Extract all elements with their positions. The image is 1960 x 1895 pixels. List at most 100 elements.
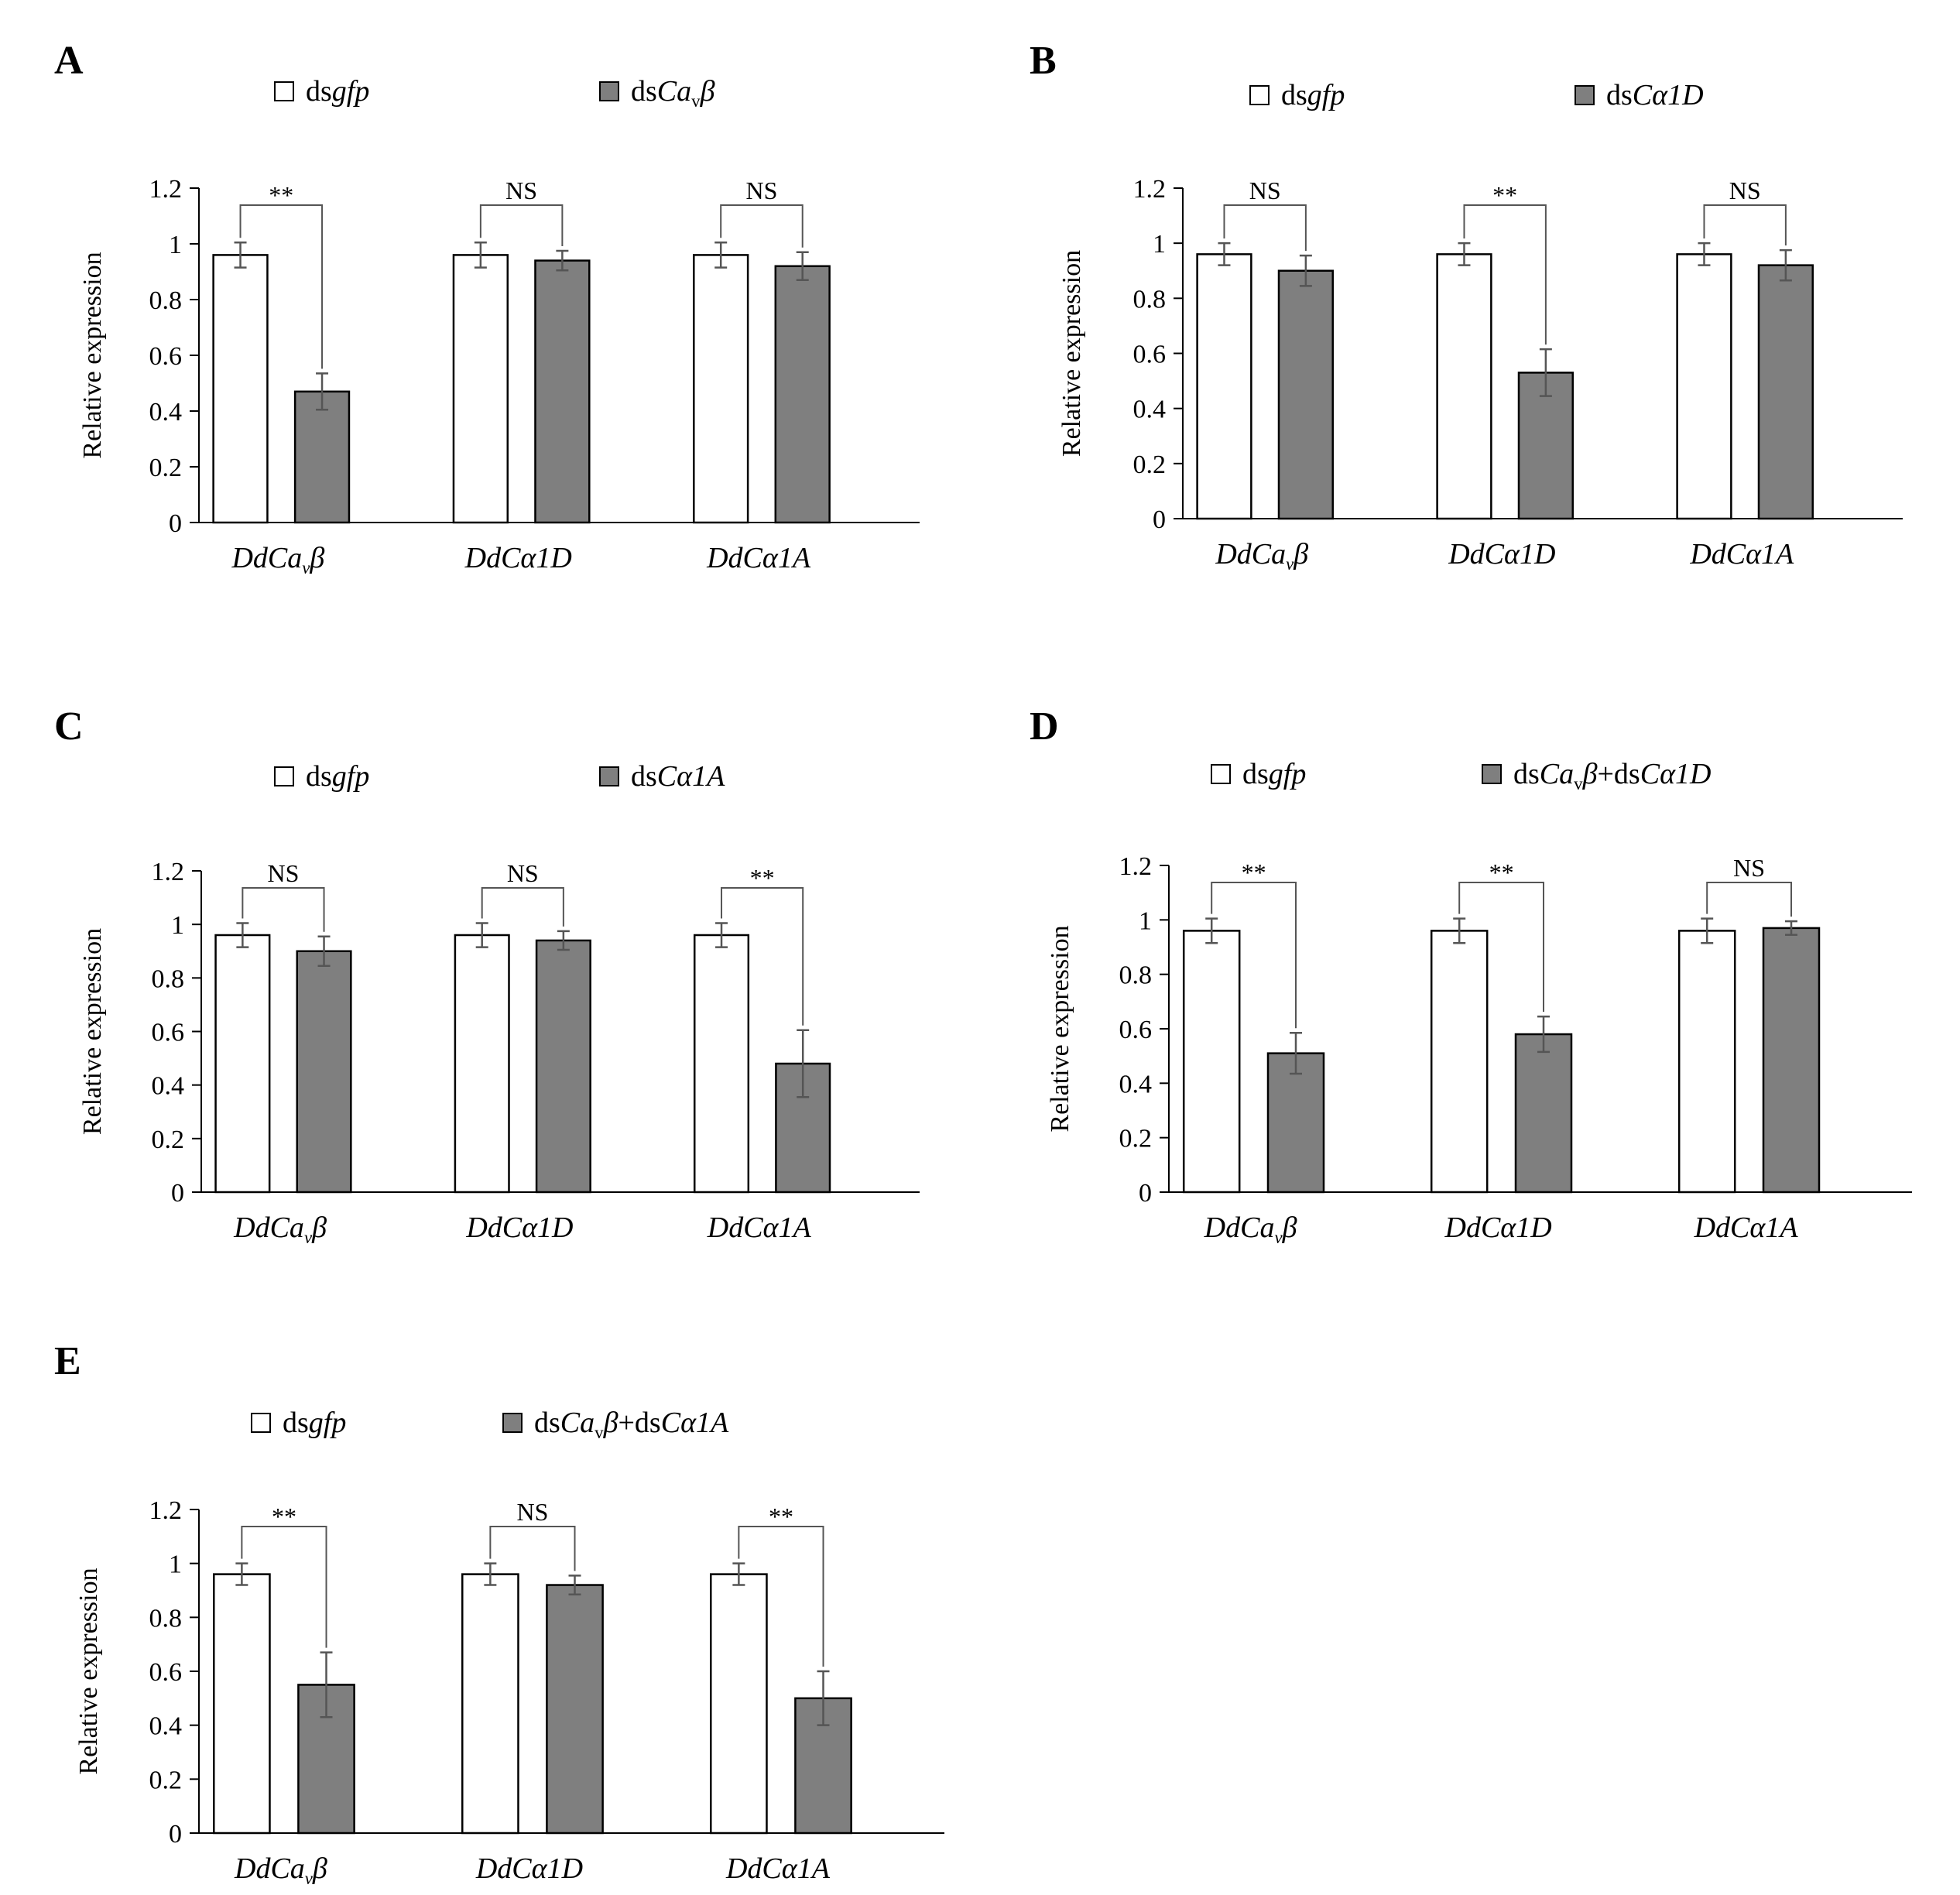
y-tick-label: 1.2: [1133, 175, 1167, 204]
legend-label-part: v: [691, 91, 701, 111]
category-label: DdCα1D: [1448, 538, 1555, 571]
bar: [535, 939, 591, 1194]
legend-label: dsCavβ+dsCα1A: [534, 1407, 729, 1442]
category-label-part: DdCα1A: [707, 1211, 812, 1244]
category-label: DdCα1A: [1694, 1211, 1799, 1244]
significance-label: NS: [516, 1498, 548, 1526]
legend-label-part: ds: [1281, 79, 1307, 111]
bar: [1182, 930, 1241, 1194]
legend-swatch: [251, 1413, 271, 1433]
panel-letter: A: [54, 39, 84, 83]
category-label-part: DdCα1D: [465, 1211, 573, 1244]
category-label-part: DdCa: [233, 1211, 304, 1244]
legend-label-part: gfp: [332, 760, 370, 793]
significance-label: NS: [1729, 176, 1761, 204]
category-label: DdCavβ: [233, 1211, 327, 1247]
legend-label-part: gfp: [1307, 79, 1345, 111]
legend-swatch: [1249, 85, 1270, 105]
y-axis-label: Relative expression: [78, 928, 107, 1135]
category-label-part: DdCα1A: [1694, 1211, 1799, 1244]
legend-label-part: ds: [631, 760, 657, 793]
legend-label: dsCavβ+dsCα1D: [1513, 758, 1711, 793]
significance-bracket: [1706, 882, 1792, 917]
legend-label-part: +ds: [1598, 758, 1640, 790]
bar: [693, 934, 750, 1194]
y-tick-label: 0.6: [1119, 1016, 1153, 1044]
y-tick-label: 0.2: [1119, 1125, 1153, 1153]
category-label-part: v: [1274, 1228, 1283, 1247]
bar: [1677, 930, 1736, 1194]
bar: [452, 254, 509, 524]
category-label-part: DdCα1A: [706, 542, 811, 574]
y-tick-label: 0.4: [1133, 396, 1167, 424]
y-tick-label: 0: [169, 1820, 182, 1849]
significance-label: NS: [1733, 854, 1765, 882]
legend-label-part: ds: [534, 1407, 560, 1439]
significance-bracket: [721, 887, 804, 1026]
legend-label-part: gfp: [332, 75, 370, 108]
panel-letter: D: [1030, 704, 1059, 749]
significance-bracket: [1703, 204, 1787, 246]
significance-label: **: [272, 1503, 296, 1530]
legend-label: dsCα1D: [1606, 79, 1704, 111]
legend-label-part: ds: [1606, 79, 1633, 111]
panel-letter: C: [54, 704, 84, 749]
legend-label-part: Ca: [657, 75, 691, 108]
legend-label-part: Cα1D: [1640, 758, 1712, 790]
category-label-part: β: [309, 542, 324, 574]
legend-label: dsgfp: [306, 75, 369, 108]
legend-swatch: [1575, 85, 1595, 105]
y-axis-label: Relative expression: [1057, 250, 1086, 457]
significance-label: **: [750, 864, 775, 892]
category-label: DdCavβ: [1204, 1211, 1297, 1247]
bar: [212, 254, 269, 524]
bar: [710, 1573, 768, 1835]
significance-label: NS: [267, 859, 299, 887]
y-tick-label: 1.2: [1119, 852, 1153, 881]
y-tick-label: 0: [1153, 505, 1166, 534]
y-tick-label: 0.8: [149, 286, 183, 315]
category-label-part: DdCa: [231, 542, 302, 574]
y-tick-label: 0: [169, 509, 182, 538]
y-tick-label: 0.2: [152, 1126, 185, 1154]
significance-bracket: [479, 204, 564, 246]
y-tick-label: 0.8: [152, 965, 185, 993]
category-label-part: DdCa: [234, 1852, 305, 1885]
significance-bracket: [1223, 204, 1307, 252]
category-label: DdCα1A: [1689, 538, 1794, 571]
legend-label-part: ds: [631, 75, 657, 108]
significance-bracket: [481, 887, 564, 927]
y-tick-label: 0.4: [149, 398, 183, 427]
legend-label-part: +ds: [618, 1407, 661, 1439]
category-label: DdCα1D: [1444, 1211, 1552, 1244]
bar: [1676, 253, 1732, 520]
category-label: DdCavβ: [231, 542, 324, 577]
legend-label-part: Cα1A: [657, 760, 725, 793]
bar: [1762, 927, 1821, 1194]
legend-swatch: [1211, 764, 1231, 784]
significance-label: **: [769, 1503, 793, 1530]
category-label-part: DdCa: [1215, 538, 1286, 571]
category-label-part: β: [1282, 1211, 1297, 1244]
y-tick-label: 1: [1153, 230, 1166, 259]
category-label-part: DdCa: [1204, 1211, 1275, 1244]
category-label-part: DdCα1A: [725, 1852, 831, 1885]
legend-label-part: v: [1574, 774, 1583, 793]
legend-swatch: [599, 766, 619, 786]
category-label-part: β: [312, 1852, 327, 1885]
legend-swatch: [502, 1413, 523, 1433]
category-label-part: DdCα1D: [464, 542, 572, 574]
legend-label: dsgfp: [283, 1407, 346, 1439]
bar: [293, 390, 351, 524]
bar: [1514, 1033, 1573, 1194]
legend-label-part: Cα1D: [1633, 79, 1704, 111]
category-label-part: DdCα1A: [1689, 538, 1794, 571]
legend-swatch: [599, 81, 619, 101]
legend-label-part: β: [1582, 758, 1598, 790]
y-tick-label: 0.6: [149, 1658, 183, 1687]
category-label-part: v: [305, 1869, 314, 1888]
bar: [1196, 253, 1252, 520]
